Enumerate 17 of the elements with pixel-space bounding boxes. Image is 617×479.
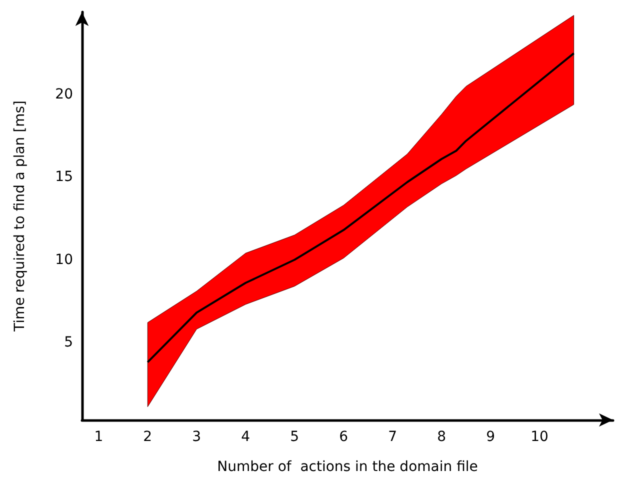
x-tick-label: 7 [388, 429, 398, 445]
y-tick-label: 15 [55, 169, 73, 186]
y-tick-label: 10 [55, 252, 73, 268]
x-tick-label: 2 [143, 429, 152, 445]
y-axis-title: Time required to find a plan [ms] [12, 100, 28, 332]
x-tick-label: 9 [486, 429, 495, 445]
x-tick-label: 8 [437, 429, 446, 445]
y-tick-label: 20 [55, 86, 73, 103]
x-tick-label: 10 [530, 429, 548, 445]
x-tick-label: 4 [241, 429, 250, 445]
y-tick-label: 5 [64, 334, 73, 350]
x-tick-label: 1 [94, 429, 104, 445]
x-tick-label: 5 [290, 429, 300, 445]
line-series [146, 52, 575, 364]
x-tick-label: 3 [192, 429, 202, 445]
x-axis-title: Number of actions in the domain file [217, 459, 478, 475]
x-tick-label: 6 [339, 429, 348, 445]
